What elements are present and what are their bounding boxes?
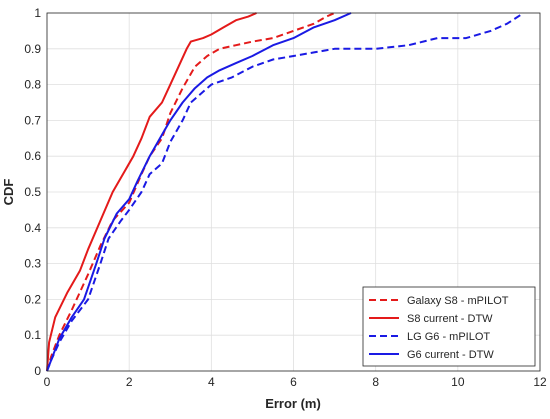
legend: Galaxy S8 - mPILOT S8 current - DTW LG G6 … — [362, 286, 536, 367]
y-tick-label: 0.2 — [24, 292, 41, 306]
legend-label: Galaxy S8 - mPILOT — [407, 295, 509, 307]
y-axis-label: CDF — [1, 179, 16, 206]
y-tick-label: 0.4 — [24, 221, 41, 235]
series-line-3 — [46, 12, 525, 372]
series-line-4 — [46, 12, 352, 372]
x-axis-label: Error (m) — [265, 396, 321, 411]
plot-frame — [46, 12, 541, 372]
series-line-1 — [46, 12, 336, 372]
x-tick-label: 0 — [44, 375, 51, 389]
y-tick-label: 0.7 — [24, 113, 41, 127]
x-tick-label: 8 — [372, 375, 379, 389]
legend-label: LG G6 - mPILOT — [407, 331, 490, 343]
y-tick-label: 0.6 — [24, 149, 41, 163]
x-tick-label: 10 — [451, 375, 465, 389]
series-line-2 — [46, 12, 257, 372]
y-tick-labels: 0 0.1 0.2 0.3 0.4 0.5 0.6 0.7 0.8 0.9 1 — [24, 6, 41, 378]
legend-label: G6 current - DTW — [407, 349, 494, 361]
y-tick-label: 1 — [34, 6, 41, 20]
y-tick-label: 0.5 — [24, 185, 41, 199]
y-tick-label: 0.3 — [24, 257, 41, 271]
x-tick-labels: 0 2 4 6 8 10 12 — [44, 375, 547, 389]
y-tick-label: 0 — [34, 364, 41, 378]
x-tick-label: 2 — [126, 375, 133, 389]
y-tick-label: 0.1 — [24, 328, 41, 342]
x-tick-label: 12 — [533, 375, 547, 389]
y-tick-label: 0.9 — [24, 42, 41, 56]
series-lines — [46, 12, 525, 372]
x-tick-label: 4 — [208, 375, 215, 389]
y-tick-label: 0.8 — [24, 78, 41, 92]
legend-label: S8 current - DTW — [407, 313, 493, 325]
x-tick-label: 6 — [290, 375, 297, 389]
